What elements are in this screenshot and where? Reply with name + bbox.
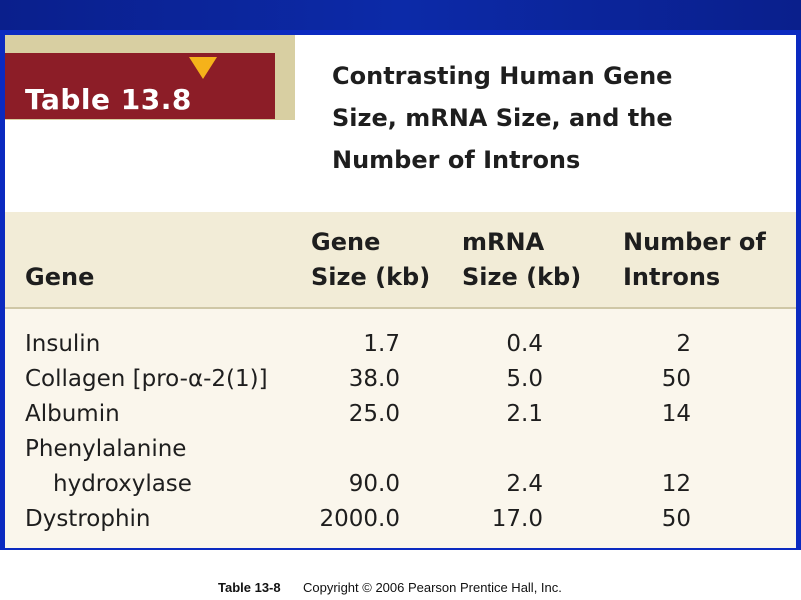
- top-banner: [0, 0, 801, 30]
- cell-introns: 50: [661, 506, 691, 532]
- cell-introns: 14: [661, 401, 691, 427]
- cell-gene-size: 1.7: [363, 331, 400, 357]
- table-title: Contrasting Human Gene Size, mRNA Size, …: [332, 55, 782, 181]
- header-gene-size-line-2: Size (kb): [311, 263, 431, 291]
- table-row: Collagen [pro-α-2(1)] 38.0 5.0 50: [5, 362, 796, 397]
- header-gene-size: Gene Size (kb): [311, 225, 430, 295]
- slide: Table 13.8 Contrasting Human Gene Size, …: [5, 35, 796, 548]
- table-label: Table 13.8: [25, 83, 192, 116]
- cell-gene-size: 38.0: [348, 366, 400, 392]
- header-gene-size-line-1: Gene: [311, 228, 381, 256]
- cell-gene-size: 2000.0: [319, 506, 400, 532]
- cell-mrna-size: 0.4: [506, 331, 543, 357]
- data-table: Gene Gene Size (kb) mRNA Size (kb) Numbe…: [5, 212, 796, 548]
- table-row: Dystrophin 2000.0 17.0 50: [5, 502, 796, 537]
- title-line-2: Size, mRNA Size, and the: [332, 104, 673, 132]
- table-row: Phenylalanine: [5, 432, 796, 467]
- cell-gene-size: 25.0: [348, 401, 400, 427]
- title-line-1: Contrasting Human Gene: [332, 62, 673, 90]
- header-mrna-size: mRNA Size (kb): [462, 225, 581, 295]
- cell-gene: hydroxylase: [53, 471, 192, 497]
- cell-mrna-size: 2.4: [506, 471, 543, 497]
- header-gene: Gene: [25, 263, 95, 291]
- header-introns: Number of Introns: [623, 225, 766, 295]
- triangle-marker-icon: [189, 57, 217, 79]
- caption-label: Table 13-8: [218, 580, 281, 595]
- table-tag: Table 13.8: [5, 53, 275, 119]
- cell-gene: Phenylalanine: [25, 436, 187, 462]
- table-header: Gene Gene Size (kb) mRNA Size (kb) Numbe…: [5, 212, 796, 307]
- cell-introns: 12: [661, 471, 691, 497]
- cell-gene-size: 90.0: [348, 471, 400, 497]
- header-mrna-size-line-2: Size (kb): [462, 263, 582, 291]
- cell-gene: Insulin: [25, 331, 101, 357]
- table-row: Insulin 1.7 0.4 2: [5, 327, 796, 362]
- cell-mrna-size: 2.1: [506, 401, 543, 427]
- header-introns-line-1: Number of: [623, 228, 766, 256]
- cell-gene: Dystrophin: [25, 506, 151, 532]
- slide-caption: Table 13-8 Copyright © 2006 Pearson Pren…: [0, 575, 801, 600]
- cell-introns: 2: [676, 331, 691, 357]
- table-row: Albumin 25.0 2.1 14: [5, 397, 796, 432]
- table-row: hydroxylase 90.0 2.4 12: [5, 467, 796, 502]
- header-mrna-size-line-1: mRNA: [462, 228, 545, 256]
- header-divider: [5, 307, 796, 309]
- cell-gene: Collagen [pro-α-2(1)]: [25, 366, 268, 392]
- title-line-3: Number of Introns: [332, 146, 581, 174]
- copyright-text: Copyright © 2006 Pearson Prentice Hall, …: [303, 580, 562, 595]
- cell-mrna-size: 17.0: [491, 506, 543, 532]
- header-introns-line-2: Introns: [623, 263, 721, 291]
- cell-mrna-size: 5.0: [506, 366, 543, 392]
- cell-introns: 50: [661, 366, 691, 392]
- cell-gene: Albumin: [25, 401, 120, 427]
